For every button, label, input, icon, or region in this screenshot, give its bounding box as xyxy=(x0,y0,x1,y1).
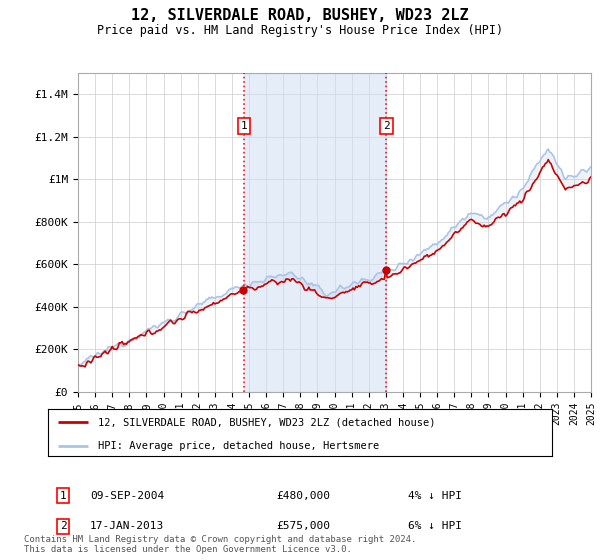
Text: 6% ↓ HPI: 6% ↓ HPI xyxy=(408,521,462,531)
Text: 4% ↓ HPI: 4% ↓ HPI xyxy=(408,491,462,501)
Text: £575,000: £575,000 xyxy=(276,521,330,531)
Text: Price paid vs. HM Land Registry's House Price Index (HPI): Price paid vs. HM Land Registry's House … xyxy=(97,24,503,36)
Text: 12, SILVERDALE ROAD, BUSHEY, WD23 2LZ: 12, SILVERDALE ROAD, BUSHEY, WD23 2LZ xyxy=(131,8,469,24)
Text: Contains HM Land Registry data © Crown copyright and database right 2024.
This d: Contains HM Land Registry data © Crown c… xyxy=(24,535,416,554)
Text: 1: 1 xyxy=(59,491,67,501)
Text: 2: 2 xyxy=(383,121,390,131)
Text: 17-JAN-2013: 17-JAN-2013 xyxy=(90,521,164,531)
Text: 2: 2 xyxy=(59,521,67,531)
Bar xyxy=(244,73,386,392)
Text: HPI: Average price, detached house, Hertsmere: HPI: Average price, detached house, Hert… xyxy=(98,441,380,451)
Text: 12, SILVERDALE ROAD, BUSHEY, WD23 2LZ (detached house): 12, SILVERDALE ROAD, BUSHEY, WD23 2LZ (d… xyxy=(98,417,436,427)
Text: 1: 1 xyxy=(241,121,247,131)
Text: £480,000: £480,000 xyxy=(276,491,330,501)
Text: 09-SEP-2004: 09-SEP-2004 xyxy=(90,491,164,501)
